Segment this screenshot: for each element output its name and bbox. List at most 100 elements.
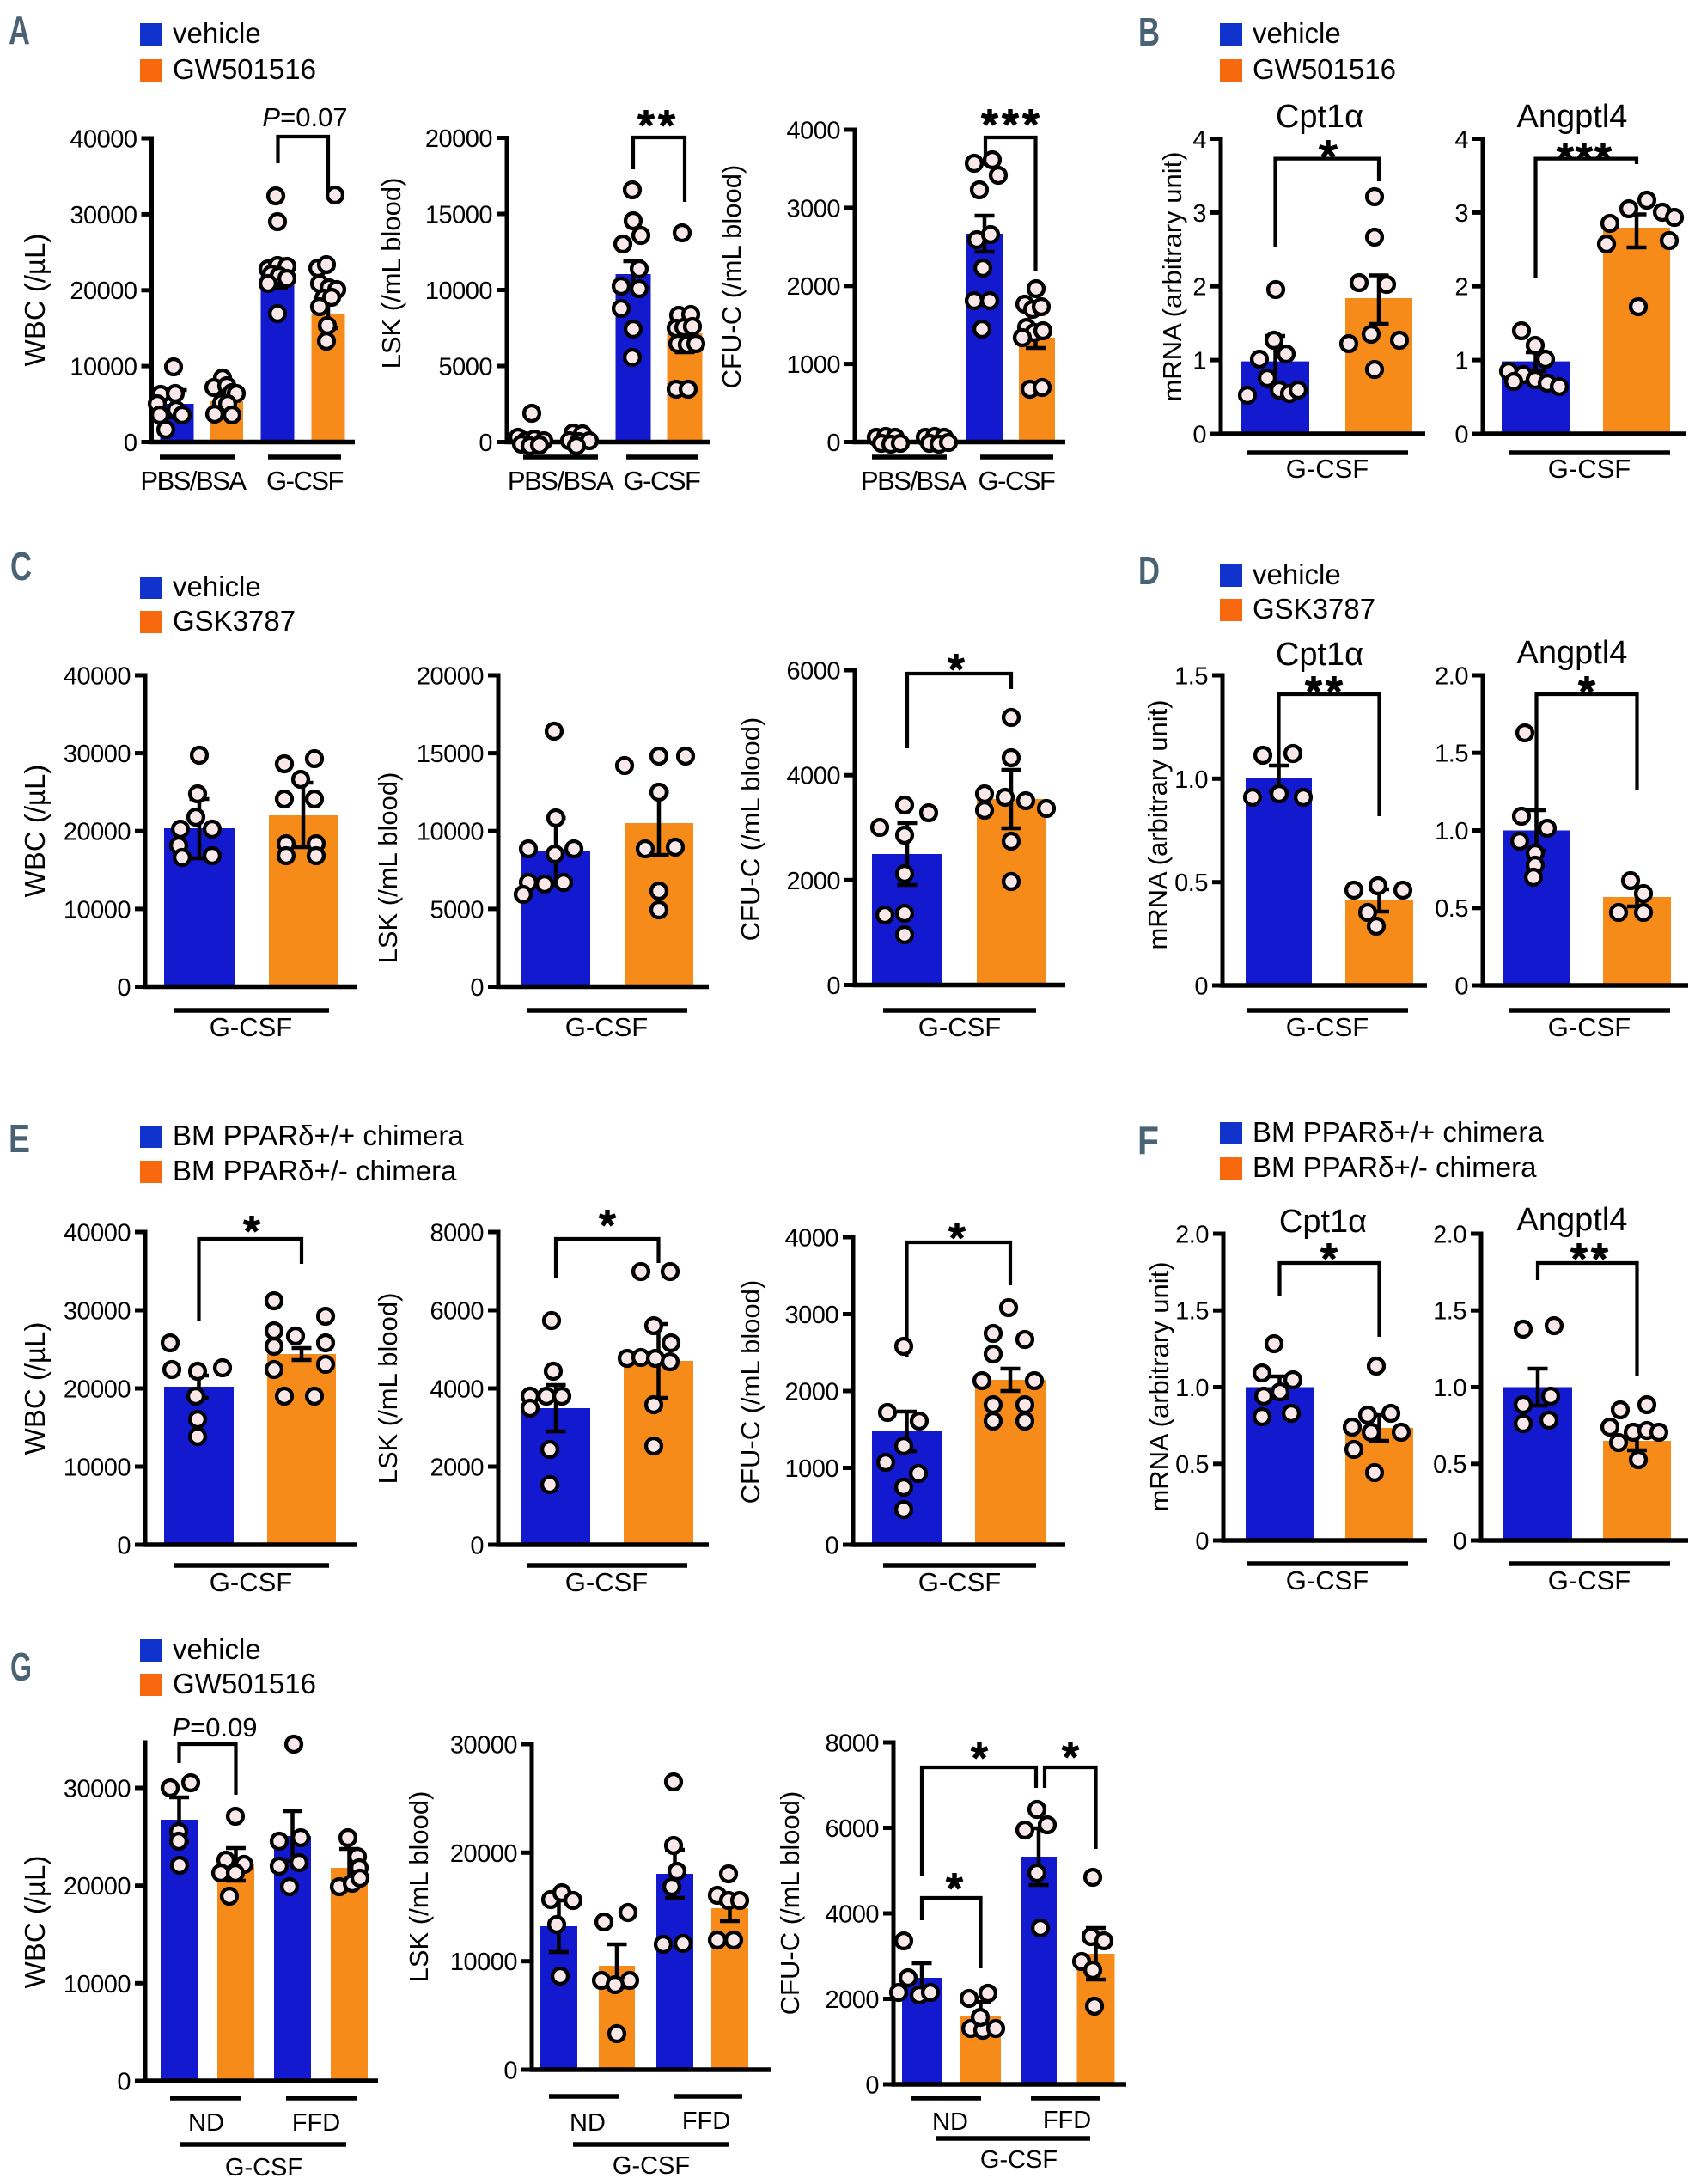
svg-text:0.5: 0.5 — [1433, 1451, 1466, 1479]
svg-text:mRNA (arbitrary unit): mRNA (arbitrary unit) — [1157, 151, 1187, 401]
svg-text:0: 0 — [1453, 1528, 1466, 1555]
svg-text:E: E — [9, 1116, 30, 1161]
svg-text:3000: 3000 — [784, 1302, 838, 1329]
svg-text:3: 3 — [1454, 200, 1468, 228]
svg-text:0: 0 — [1192, 421, 1206, 448]
svg-text:0.5: 0.5 — [1435, 895, 1468, 923]
svg-text:G-CSF: G-CSF — [565, 1012, 648, 1042]
svg-text:2000: 2000 — [825, 1986, 879, 2014]
svg-text:G-CSF: G-CSF — [979, 466, 1056, 496]
svg-text:GSK3787: GSK3787 — [1253, 593, 1375, 625]
svg-text:1000: 1000 — [786, 351, 840, 379]
svg-text:8000: 8000 — [430, 1219, 484, 1247]
svg-text:0: 0 — [826, 430, 840, 457]
svg-text:G-CSF: G-CSF — [565, 1567, 648, 1597]
svg-text:WBC (/µL): WBC (/µL) — [19, 234, 51, 367]
svg-text:0: 0 — [1195, 1528, 1209, 1555]
svg-text:1000: 1000 — [784, 1455, 838, 1483]
svg-text:FFD: FFD — [1043, 2107, 1091, 2134]
svg-text:0.5: 0.5 — [1174, 869, 1208, 897]
svg-text:0: 0 — [117, 974, 131, 1002]
svg-text:1.0: 1.0 — [1175, 1375, 1209, 1402]
svg-text:P=0.07: P=0.07 — [262, 102, 347, 132]
svg-text:8000: 8000 — [825, 1730, 879, 1757]
svg-text:20000: 20000 — [450, 1840, 517, 1868]
svg-text:vehicle: vehicle — [173, 1633, 261, 1665]
svg-text:4000: 4000 — [784, 1224, 838, 1252]
svg-text:4000: 4000 — [825, 1900, 879, 1928]
svg-text:WBC (/µL): WBC (/µL) — [19, 765, 51, 898]
svg-text:vehicle: vehicle — [173, 570, 261, 602]
svg-text:ND: ND — [188, 2109, 224, 2137]
svg-text:ND: ND — [570, 2109, 606, 2137]
svg-text:0: 0 — [124, 430, 137, 457]
svg-text:CFU-C (/mL blood): CFU-C (/mL blood) — [716, 165, 747, 389]
svg-text:1.5: 1.5 — [1435, 741, 1468, 768]
svg-text:WBC (/µL): WBC (/µL) — [19, 1856, 51, 1989]
svg-text:LSK (/mL blood): LSK (/mL blood) — [376, 178, 406, 369]
svg-text:1.0: 1.0 — [1174, 766, 1208, 794]
svg-text:Cpt1α: Cpt1α — [1279, 1204, 1367, 1240]
svg-text:30000: 30000 — [64, 1297, 131, 1325]
svg-text:Angptl4: Angptl4 — [1517, 99, 1628, 135]
svg-text:6000: 6000 — [430, 1297, 484, 1325]
svg-text:PBS/BSA: PBS/BSA — [508, 466, 614, 496]
svg-text:4000: 4000 — [786, 117, 840, 144]
svg-text:20000: 20000 — [64, 1376, 131, 1403]
svg-text:4000: 4000 — [786, 763, 840, 790]
svg-text:GW501516: GW501516 — [1253, 53, 1396, 85]
svg-text:30000: 30000 — [70, 202, 137, 229]
svg-text:vehicle: vehicle — [1253, 17, 1341, 49]
svg-text:G-CSF: G-CSF — [918, 1567, 1001, 1597]
svg-text:0: 0 — [470, 1532, 484, 1559]
svg-text:G-CSF: G-CSF — [613, 2152, 690, 2180]
svg-text:G-CSF: G-CSF — [210, 1567, 292, 1597]
svg-text:CFU-C (/mL blood): CFU-C (/mL blood) — [735, 1280, 765, 1504]
svg-text:0: 0 — [479, 430, 492, 457]
svg-text:6000: 6000 — [825, 1815, 879, 1843]
svg-text:LSK (/mL blood): LSK (/mL blood) — [373, 772, 403, 964]
svg-text:ND: ND — [932, 2108, 968, 2136]
svg-text:0: 0 — [865, 2071, 879, 2099]
svg-text:G: G — [10, 1644, 32, 1689]
svg-text:GW501516: GW501516 — [173, 1668, 316, 1699]
svg-text:40000: 40000 — [64, 662, 131, 690]
svg-text:2: 2 — [1192, 274, 1206, 302]
svg-text:40000: 40000 — [64, 1219, 131, 1247]
svg-text:20000: 20000 — [417, 662, 484, 690]
svg-text:2000: 2000 — [430, 1454, 484, 1481]
svg-text:2.0: 2.0 — [1175, 1221, 1209, 1248]
svg-text:0: 0 — [826, 973, 840, 1000]
svg-text:0: 0 — [1194, 973, 1208, 1000]
svg-text:PBS/BSA: PBS/BSA — [140, 466, 247, 496]
svg-text:A: A — [9, 8, 30, 52]
svg-text:1.0: 1.0 — [1433, 1375, 1466, 1402]
svg-text:40000: 40000 — [70, 125, 137, 153]
svg-text:1: 1 — [1454, 348, 1468, 375]
svg-text:0: 0 — [1454, 973, 1468, 1000]
svg-text:FFD: FFD — [682, 2108, 730, 2135]
svg-text:1: 1 — [1192, 348, 1206, 375]
svg-text:30000: 30000 — [64, 741, 131, 768]
svg-text:4000: 4000 — [430, 1376, 484, 1403]
svg-text:10000: 10000 — [417, 819, 484, 846]
svg-text:20000: 20000 — [64, 819, 131, 846]
svg-text:G-CSF: G-CSF — [1548, 454, 1631, 484]
svg-text:Angptl4: Angptl4 — [1517, 1202, 1628, 1238]
svg-text:20000: 20000 — [64, 1873, 131, 1900]
svg-text:G-CSF: G-CSF — [1548, 1565, 1631, 1595]
svg-text:LSK (/mL blood): LSK (/mL blood) — [373, 1293, 403, 1485]
svg-text:6000: 6000 — [786, 657, 840, 685]
svg-text:0: 0 — [503, 2057, 517, 2084]
svg-text:CFU-C (/mL blood): CFU-C (/mL blood) — [775, 1791, 805, 2016]
svg-text:30000: 30000 — [64, 1775, 131, 1803]
svg-text:0: 0 — [117, 2068, 131, 2096]
svg-text:1.5: 1.5 — [1175, 1298, 1209, 1326]
svg-text:4: 4 — [1454, 126, 1468, 154]
svg-text:0: 0 — [825, 1532, 838, 1559]
svg-text:G-CSF: G-CSF — [980, 2146, 1058, 2174]
svg-text:5000: 5000 — [438, 353, 492, 381]
svg-text:20000: 20000 — [425, 125, 492, 153]
svg-text:LSK (/mL blood): LSK (/mL blood) — [404, 1791, 434, 1983]
svg-text:2000: 2000 — [786, 273, 840, 301]
